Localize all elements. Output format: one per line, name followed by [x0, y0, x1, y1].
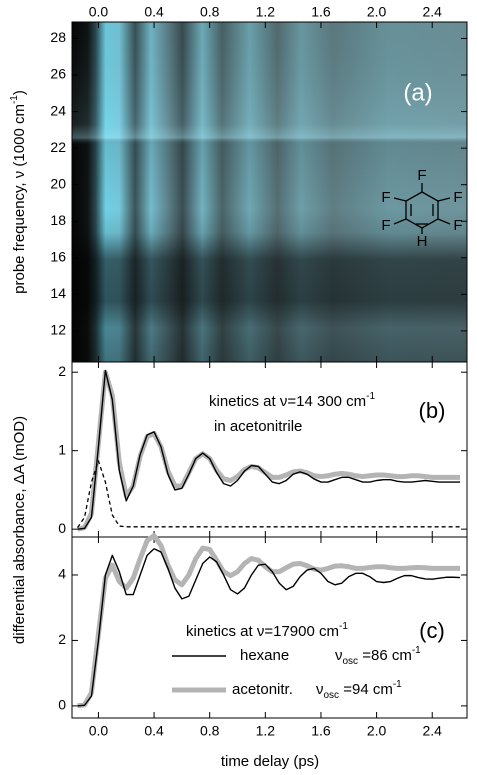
y-tick-label: 18 [50, 212, 66, 228]
text-sup: -1 [393, 679, 402, 690]
x-tick-label: 2.4 [422, 723, 442, 739]
series-line [77, 548, 461, 707]
y-tick-label: 4 [58, 566, 66, 582]
y-tick-label: 24 [50, 102, 66, 118]
y-axis-label: probe frequency, ν (1000 cm-1) [9, 90, 28, 294]
atom-label: F [453, 189, 462, 206]
y-tick-label: 22 [50, 139, 66, 155]
y-tick-label: 0 [58, 520, 66, 536]
x-tick-label: 1.2 [256, 4, 276, 20]
plot-frame [71, 536, 468, 719]
y-tick-label: 26 [50, 66, 66, 82]
text-sub: osc [324, 690, 340, 701]
text-part: =86 cm [358, 647, 412, 664]
text-part: ν [316, 681, 324, 698]
atom-label: F [453, 217, 462, 234]
x-tick-label: 1.6 [311, 723, 331, 739]
text-part: kinetics at ν=17900 cm [186, 623, 339, 640]
panel-label: (a) [403, 79, 432, 106]
atom-label: F [381, 189, 390, 206]
text-part: =94 cm [339, 681, 393, 698]
annotation: kinetics at ν=17900 cm-1 [186, 621, 348, 640]
legend-label: acetonitr. [232, 681, 293, 698]
molecule-labels: F F F F F H [381, 167, 462, 250]
y-axis-label: differential absorbance, ΔA (mOD) [11, 416, 28, 644]
x-tick-label: 0.0 [89, 4, 109, 20]
text-part: differential absorbance, ΔA (mOD) [11, 416, 28, 644]
x-tick-label: 1.6 [311, 4, 331, 20]
series-line [77, 369, 461, 530]
text-part: ν [335, 647, 343, 664]
x-tick-label: 1.2 [256, 723, 276, 739]
y-tick-label: 14 [50, 285, 66, 301]
series-line [77, 533, 461, 709]
heatmap-image [72, 22, 467, 362]
text-sub: osc [343, 656, 359, 667]
annotation: in acetonitrile [214, 418, 302, 435]
atom-label: H [417, 233, 428, 250]
annotation: kinetics at ν=14 300 cm-1 [209, 391, 376, 410]
legend-label: hexane [240, 647, 289, 664]
x-tick-label: 0.0 [89, 723, 109, 739]
y-tick-label: 20 [50, 175, 66, 191]
text-part: ) [11, 90, 28, 95]
atom-label: F [381, 217, 390, 234]
x-tick-label: 2.4 [422, 4, 442, 20]
x-tick-label: 0.4 [144, 4, 164, 20]
text-sup: -1 [339, 621, 348, 632]
series-line [77, 460, 461, 528]
x-axis-label: time delay (ps) [221, 753, 319, 770]
bond [437, 197, 451, 202]
panel-label: (c) [419, 618, 445, 643]
text-sup: -1 [9, 95, 20, 104]
x-tick-label: 2.0 [367, 4, 387, 20]
legend-note: νosc =86 cm-1 [335, 645, 421, 667]
bond [393, 197, 407, 202]
x-tick-label: 0.4 [144, 723, 164, 739]
legend-note: νosc =94 cm-1 [316, 679, 402, 701]
text-part: in acetonitrile [214, 418, 302, 435]
x-tick-label: 2.0 [367, 723, 387, 739]
panel-label: (b) [419, 398, 446, 423]
y-tick-label: 2 [58, 363, 66, 379]
y-tick-label: 16 [50, 249, 66, 265]
plot-frame [71, 361, 468, 538]
y-tick-label: 0 [58, 697, 66, 713]
bond [437, 218, 451, 225]
y-tick-label: 1 [58, 441, 66, 457]
y-tick-label: 2 [58, 631, 66, 647]
heatmap-shade [72, 22, 467, 362]
atom-label: F [417, 167, 426, 184]
x-tick-label: 0.8 [200, 4, 220, 20]
y-tick-label: 28 [50, 29, 66, 45]
text-part: kinetics at ν=14 300 cm [209, 393, 366, 410]
bond [393, 218, 407, 225]
x-tick-label: 0.8 [200, 723, 220, 739]
text-sup: -1 [366, 391, 375, 402]
text-sup: -1 [412, 645, 421, 656]
molecule [393, 183, 451, 234]
text-part: probe frequency, ν (1000 cm [11, 104, 28, 294]
y-tick-label: 12 [50, 322, 66, 338]
